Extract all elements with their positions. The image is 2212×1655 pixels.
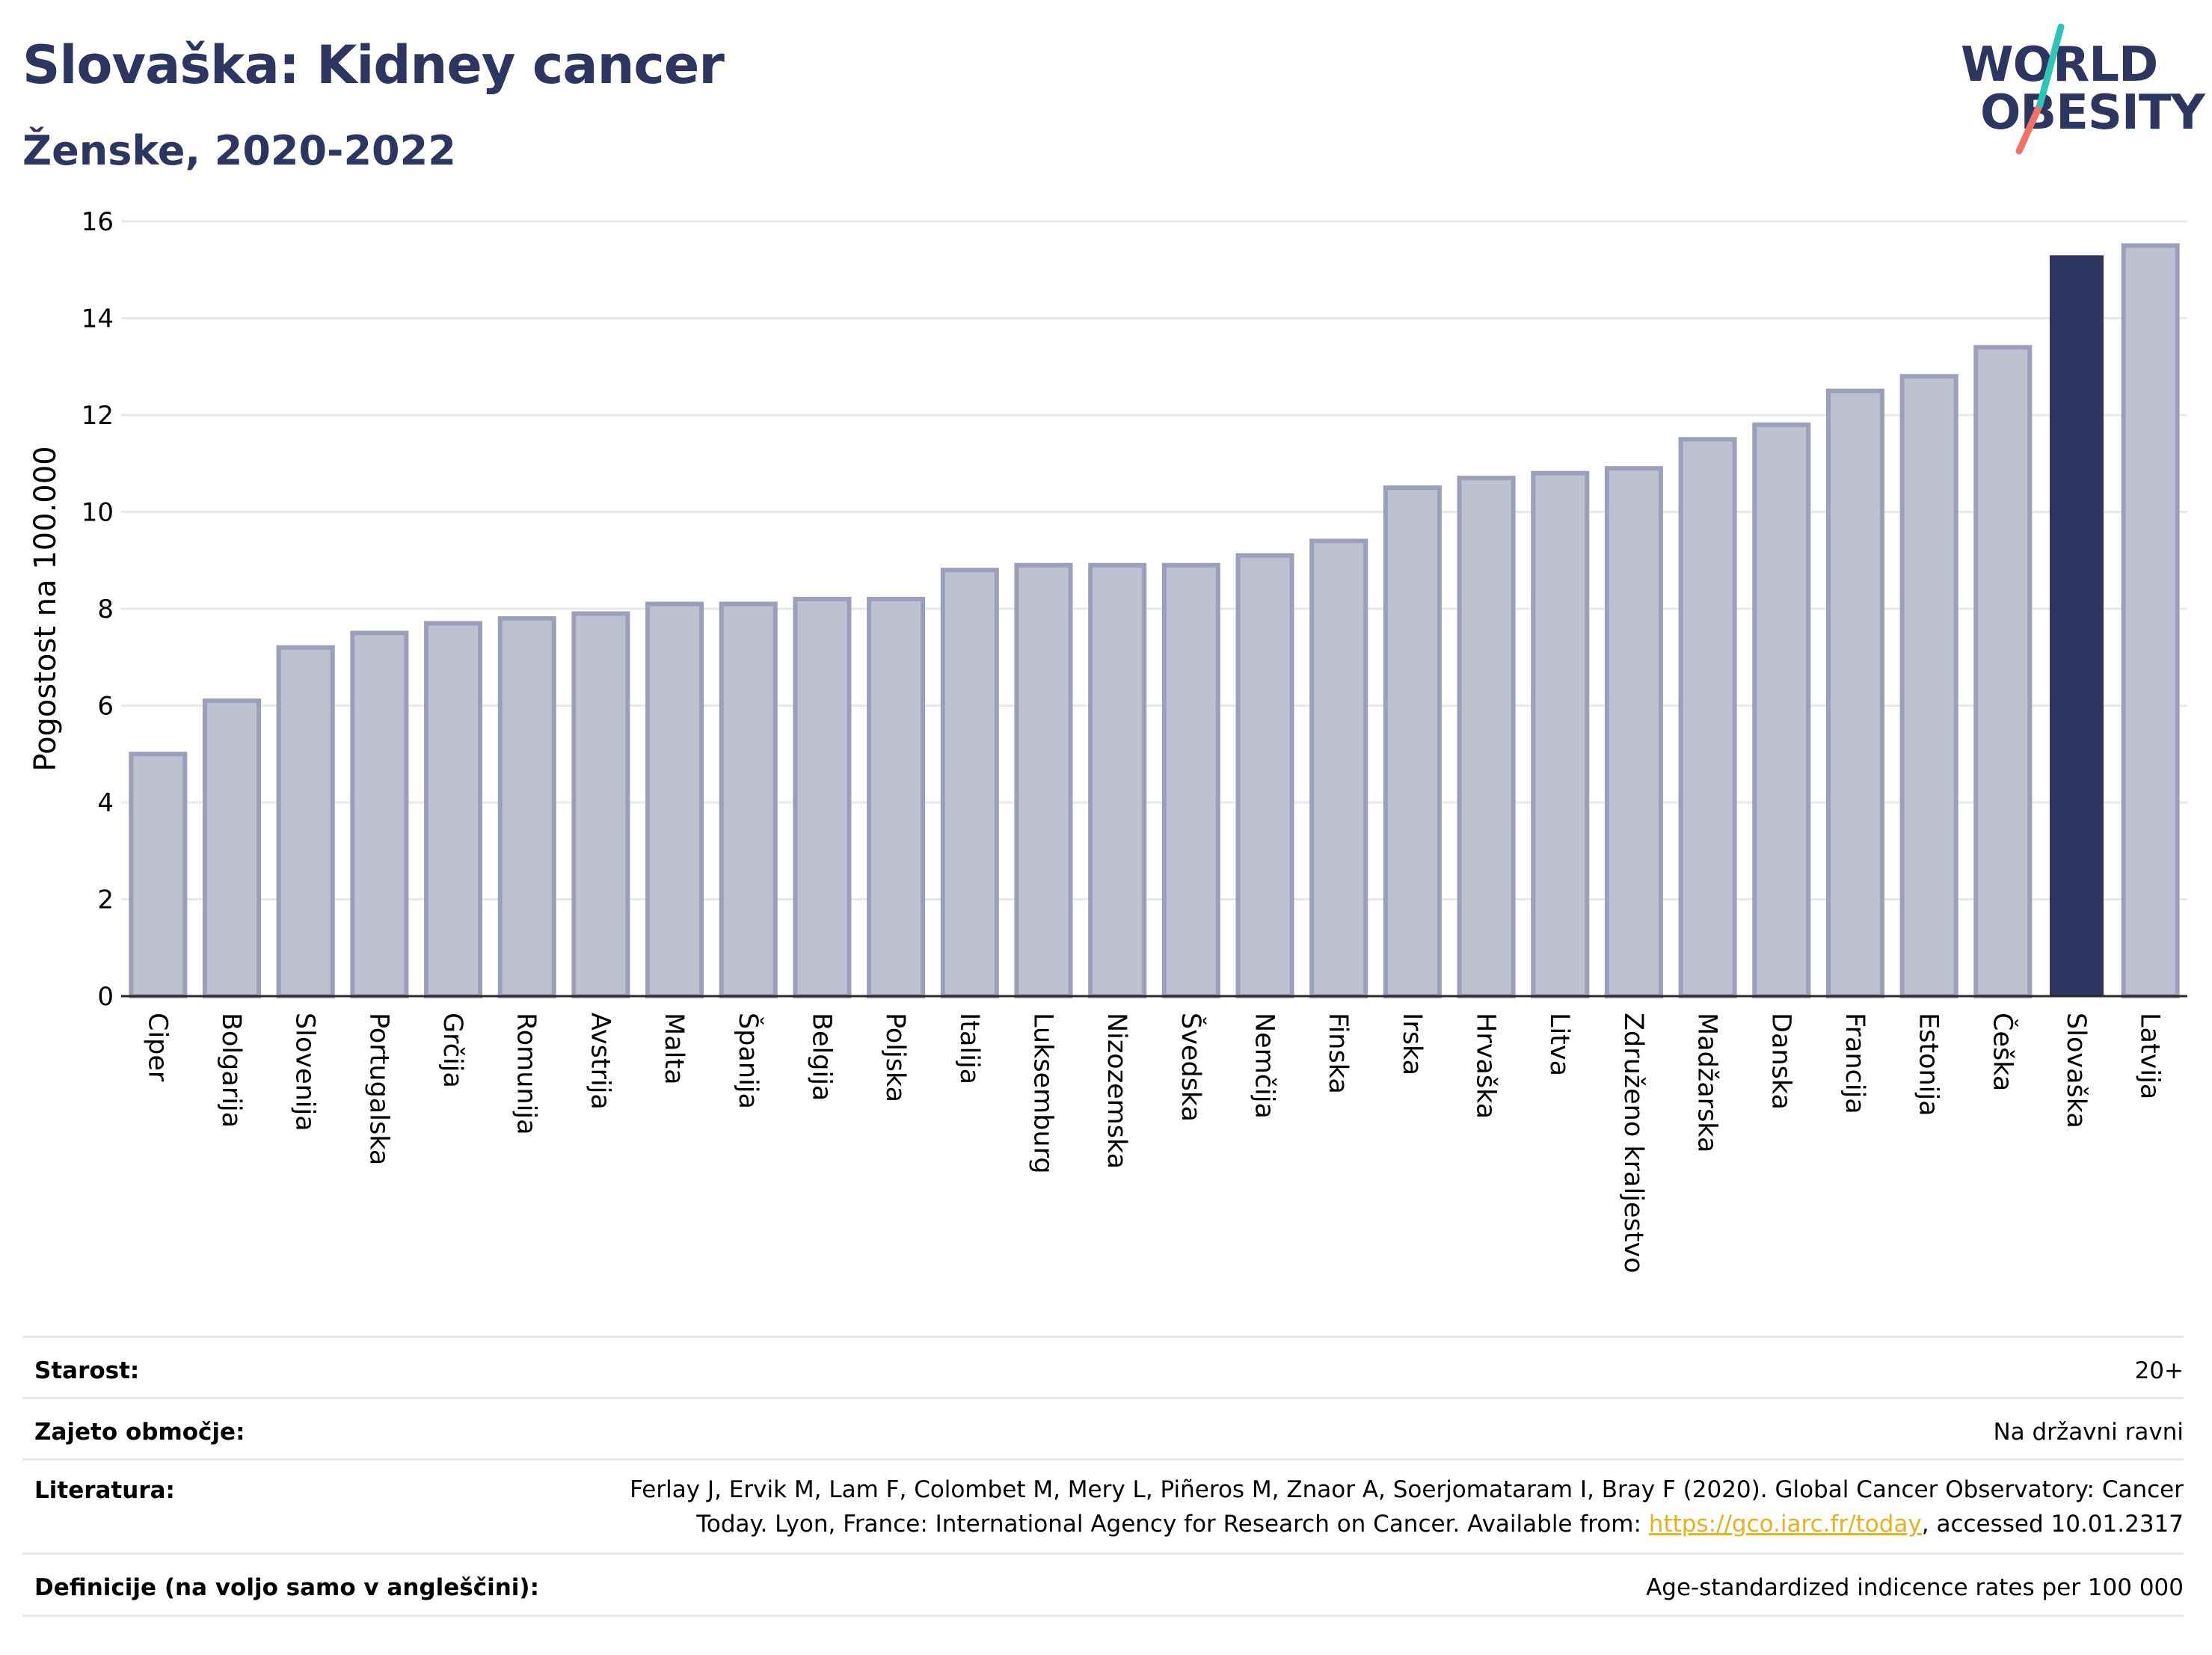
bar <box>571 611 630 998</box>
y-tick-label: 6 <box>97 692 114 722</box>
bar <box>350 630 409 998</box>
logo-slash-icon <box>2015 23 2065 155</box>
references-link[interactable]: https://gco.iarc.fr/today <box>1648 1511 1922 1538</box>
x-tick-label: Luksemburg <box>1027 1013 1057 1174</box>
logo-line2: OBESITY <box>1980 85 2205 141</box>
x-tick-label: Nizozemska <box>1102 1013 1131 1169</box>
y-tick-label: 8 <box>97 595 114 624</box>
x-tick-label: Italija <box>954 1013 984 1084</box>
bar <box>203 698 262 999</box>
age-value: 20+ <box>2134 1357 2184 1384</box>
y-tick-label: 4 <box>97 788 114 818</box>
x-tick-label: Belgija <box>806 1013 836 1101</box>
y-tick-label: 12 <box>82 401 114 431</box>
coverage-value: Na državni ravni <box>1993 1419 2184 1446</box>
bar <box>940 568 999 998</box>
chart-title: Slovaška: Kidney cancer <box>22 34 725 96</box>
bar <box>1457 476 1516 998</box>
bar <box>867 597 926 998</box>
info-row-references: Literatura: Ferlay J, Ervik M, Lam F, Co… <box>22 1458 2184 1553</box>
x-tick-label: Bolgarija <box>216 1013 246 1128</box>
bar <box>1973 345 2033 999</box>
x-tick-label: Združeno kraljestvo <box>1618 1013 1648 1274</box>
age-label: Starost: <box>34 1357 140 1384</box>
x-tick-label: Danska <box>1766 1013 1795 1110</box>
info-row-definitions: Definicije (na voljo samo v angleščini):… <box>22 1553 2184 1617</box>
bar <box>1309 538 1368 998</box>
references-value: Ferlay J, Ervik M, Lam F, Colombet M, Me… <box>613 1473 2184 1541</box>
bar <box>645 601 704 998</box>
logo-line1: WORLD <box>1961 37 2158 93</box>
x-tick-label: Češka <box>1987 1013 2018 1091</box>
x-tick-label: Portugalska <box>363 1013 393 1165</box>
x-tick-label: Madžarska <box>1692 1013 1722 1152</box>
info-row-age: Starost: 20+ <box>22 1336 2184 1398</box>
y-axis-title: Pogostost na 100.000 <box>28 446 63 771</box>
x-tick-label: Ciper <box>142 1013 172 1082</box>
x-tick-label: Romunija <box>511 1013 541 1135</box>
bar <box>1752 422 1811 998</box>
bar <box>1383 485 1442 998</box>
bar <box>1604 466 1663 998</box>
bar <box>1899 374 1958 998</box>
bar <box>497 615 556 998</box>
x-tick-label: Malta <box>659 1013 689 1085</box>
y-tick-label: 16 <box>82 207 114 237</box>
y-tick-label: 2 <box>97 885 114 915</box>
x-tick-label: Litva <box>1544 1013 1574 1076</box>
bar <box>1531 470 1590 998</box>
bar <box>1678 437 1737 998</box>
bar <box>793 597 852 998</box>
chart-subtitle: Ženske, 2020-2022 <box>22 127 456 174</box>
x-tick-label: Avstrija <box>585 1013 615 1110</box>
references-label: Literatura: <box>34 1477 175 1504</box>
x-tick-label: Nemčija <box>1250 1013 1279 1119</box>
info-row-coverage: Zajeto območje: Na državni ravni <box>22 1397 2184 1459</box>
x-tick-label: Latvija <box>2135 1013 2165 1099</box>
bar <box>1088 562 1147 998</box>
bar <box>1235 553 1294 998</box>
bar-highlight <box>2049 255 2104 996</box>
bar <box>1825 388 1884 998</box>
x-tick-label: Irska <box>1397 1013 1427 1075</box>
x-tick-label: Francija <box>1840 1013 1870 1114</box>
bar <box>2121 243 2180 998</box>
definitions-label: Definicije (na voljo samo v angleščini): <box>34 1574 539 1601</box>
y-tick-label: 14 <box>82 304 114 334</box>
coverage-label: Zajeto območje: <box>34 1419 245 1446</box>
bar <box>276 645 335 998</box>
x-tick-label: Slovaška <box>2061 1013 2091 1129</box>
references-accessed: , accessed 10.01.2317 <box>1921 1511 2184 1538</box>
bar <box>1161 562 1220 998</box>
x-tick-label: Grčija <box>437 1013 467 1088</box>
bar <box>129 752 188 998</box>
world-obesity-logo: WORLD OBESITY <box>1952 22 2205 157</box>
bar <box>719 601 778 998</box>
x-tick-label: Finska <box>1323 1013 1353 1094</box>
x-tick-label: Španija <box>733 1013 764 1109</box>
bar <box>424 621 483 998</box>
y-tick-label: 10 <box>82 498 114 528</box>
references-text: Ferlay J, Ervik M, Lam F, Colombet M, Me… <box>630 1476 2184 1538</box>
bar-chart: 0 2 4 6 8 10 12 14 16 Pogostost na 100.000 Ciper Bo… <box>28 207 2187 1274</box>
x-tick-label: Hrvaška <box>1471 1013 1501 1119</box>
bar <box>1014 562 1073 998</box>
y-tick-label: 0 <box>97 982 114 1012</box>
x-tick-label: Estonija <box>1914 1013 1944 1117</box>
definitions-value: Age-standardized indicence rates per 100… <box>1646 1574 2184 1601</box>
x-tick-label: Slovenija <box>290 1013 320 1132</box>
info-table: Starost: 20+ Zajeto območje: Na državni … <box>22 1336 2184 1620</box>
x-tick-label: Poljska <box>880 1013 910 1102</box>
x-tick-label: Švedska <box>1176 1013 1207 1122</box>
